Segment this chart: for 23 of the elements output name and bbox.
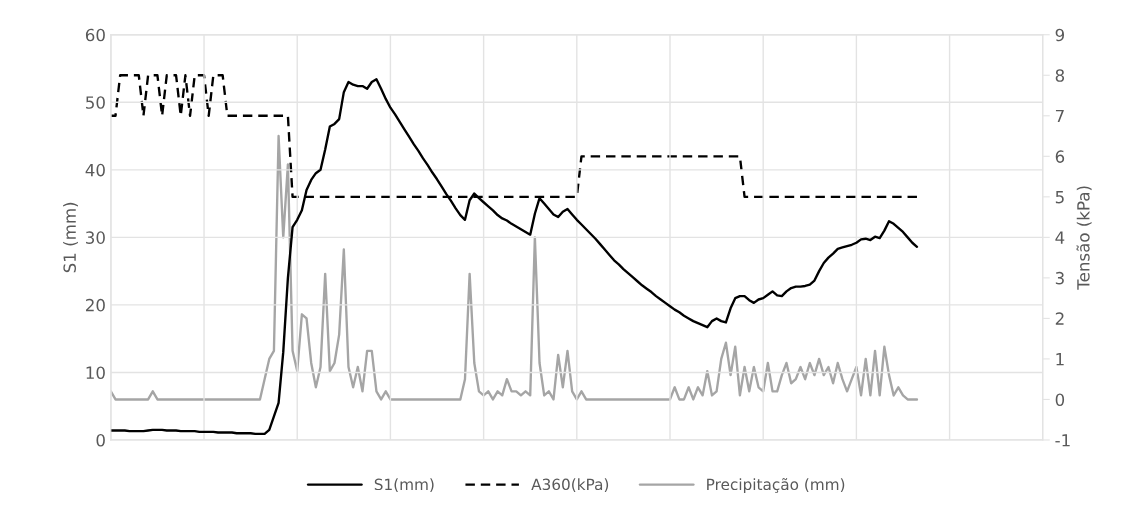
y2-tick-label: 6 (1055, 150, 1065, 163)
y-tick-label: 0 (96, 433, 105, 447)
y2-tick-label: 1 (1056, 353, 1064, 366)
y2-tick-label: 4 (1055, 231, 1065, 244)
y2-tick-label: 9 (1055, 28, 1065, 42)
y2-tick-label: -1 (1055, 434, 1070, 447)
y-tick-label: 30 (86, 231, 105, 244)
y2-axis-title: Tensão (kPa) (1076, 186, 1092, 290)
y-tick-label: 50 (86, 96, 105, 109)
y2-tick-label: 7 (1055, 109, 1064, 123)
legend-label: Precipitação (mm) (707, 478, 845, 494)
legend-label: A360(kPa) (531, 478, 609, 492)
y-tick-label: 10 (86, 366, 105, 379)
y2-tick-label: 2 (1055, 312, 1064, 325)
y-tick-label: 20 (85, 298, 105, 312)
legend-label: S1(mm) (374, 478, 434, 492)
y-tick-label: 40 (85, 163, 105, 177)
y-axis-title: S1 (mm) (63, 202, 78, 273)
y2-tick-label: 0 (1055, 393, 1065, 407)
y2-tick-label: 8 (1055, 69, 1065, 82)
y2-tick-label: 3 (1055, 271, 1064, 285)
y-tick-label: 60 (85, 28, 105, 42)
y2-tick-label: 5 (1055, 191, 1064, 204)
